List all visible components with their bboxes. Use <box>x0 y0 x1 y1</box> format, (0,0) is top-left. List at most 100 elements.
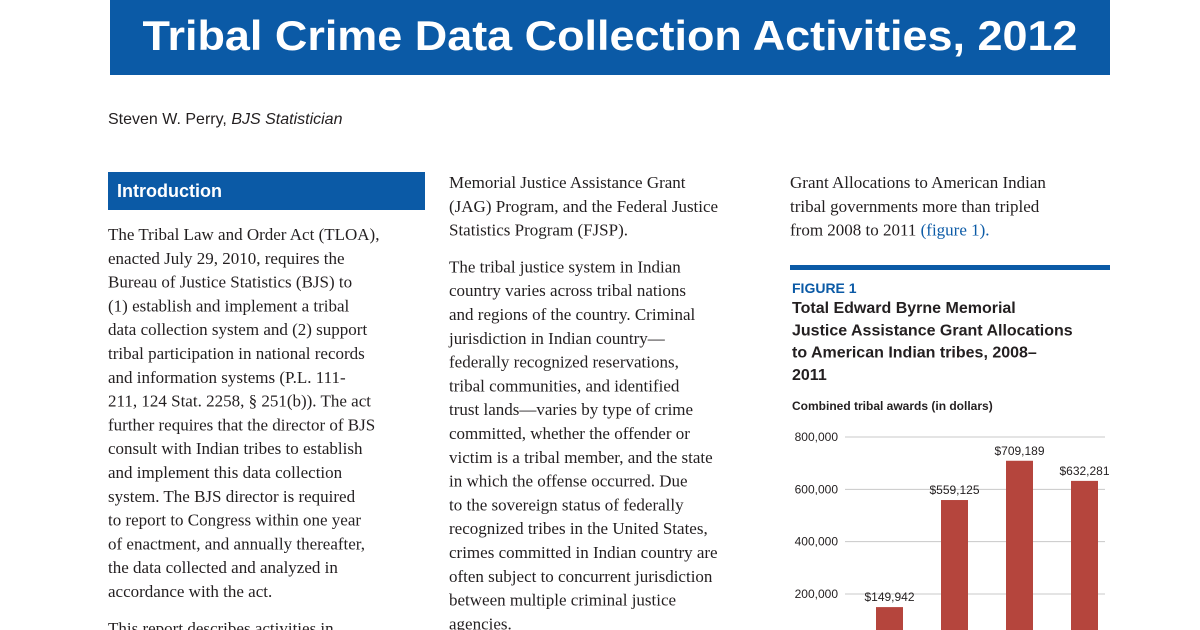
body-text: and implement this data collection <box>108 463 343 482</box>
body-text: from 2008 to 2011 <box>790 221 921 240</box>
y-tick-label: 600,000 <box>795 482 839 496</box>
body-text: Bureau of Justice Statistics (BJS) to <box>108 273 352 292</box>
bar <box>941 500 968 630</box>
body-text: federally recognized reservations, <box>449 353 679 372</box>
body-text: country varies across tribal nations <box>449 281 686 300</box>
body-text: The tribal justice system in Indian <box>449 257 681 276</box>
body-line: 211, 124 Stat. 2258, § 251(b)). The act <box>108 392 371 411</box>
body-line: The Tribal Law and Order Act (TLOA), <box>108 225 379 244</box>
body-line: system. The BJS director is required <box>108 487 356 506</box>
body-text: Memorial Justice Assistance Grant <box>449 173 686 192</box>
body-text: jurisdiction in Indian country— <box>448 329 666 348</box>
body-text: 211, 124 Stat. 2258, § 251(b)). The act <box>108 392 371 411</box>
value-label: $709,189 <box>994 444 1044 458</box>
body-text: (1) establish and implement a tribal <box>108 296 350 315</box>
body-line: Statistics Program (FJSP). <box>449 221 628 240</box>
body-text: This report describes activities in <box>108 619 334 630</box>
body-text: recognized tribes in the United States, <box>449 519 708 538</box>
body-line: Memorial Justice Assistance Grant <box>449 173 686 192</box>
body-line: (1) establish and implement a tribal <box>108 296 350 315</box>
body-text: of enactment, and annually thereafter, <box>108 534 365 553</box>
body-line: Grant Allocations to American Indian <box>790 173 1046 192</box>
page-title: Tribal Crime Data Collection Activities,… <box>143 12 1078 59</box>
section-heading: Introduction <box>117 181 222 201</box>
body-line: This report describes activities in <box>108 619 334 630</box>
value-label: $149,942 <box>864 590 914 604</box>
body-line: to the sovereign status of federally <box>449 495 684 514</box>
body-text: enacted July 29, 2010, requires the <box>108 249 345 268</box>
bar <box>1071 480 1098 630</box>
body-text: Statistics Program (FJSP). <box>449 221 628 240</box>
body-line: enacted July 29, 2010, requires the <box>108 249 345 268</box>
body-line: country varies across tribal nations <box>449 281 686 300</box>
body-text: Grant Allocations to American Indian <box>790 173 1046 192</box>
body-text: the data collected and analyzed in <box>108 558 338 577</box>
body-line: further requires that the director of BJ… <box>108 415 375 434</box>
author: Steven W. Perry, BJS Statistician <box>108 111 343 128</box>
body-text: data collection system and (2) support <box>108 320 367 339</box>
figure-title: Justice Assistance Grant Allocations <box>792 322 1073 339</box>
body-line: to report to Congress within one year <box>108 511 361 530</box>
body-line: jurisdiction in Indian country— <box>448 329 666 348</box>
value-label: $559,125 <box>929 483 979 497</box>
body-line: data collection system and (2) support <box>108 320 367 339</box>
body-text: agencies. <box>449 614 512 630</box>
value-label: $632,281 <box>1059 464 1109 478</box>
body-text: to report to Congress within one year <box>108 511 361 530</box>
body-text: tribal governments more than tripled <box>790 197 1040 216</box>
body-line: and implement this data collection <box>108 463 343 482</box>
body-line: accordance with the act. <box>108 582 272 601</box>
y-axis-label: Combined tribal awards (in dollars) <box>792 399 993 413</box>
body-text: in which the offense occurred. Due <box>449 472 688 491</box>
body-text: tribal communities, and identified <box>449 376 680 395</box>
body-line: federally recognized reservations, <box>449 353 679 372</box>
y-tick-label: 200,000 <box>795 587 839 601</box>
body-text: further requires that the director of BJ… <box>108 415 375 434</box>
body-text: (JAG) Program, and the Federal Justice <box>449 197 718 216</box>
figure-link: (figure 1). <box>921 221 990 240</box>
body-text: and information systems (P.L. 111- <box>108 368 346 387</box>
body-line: victim is a tribal member, and the state <box>449 448 713 467</box>
body-line: tribal communities, and identified <box>449 376 680 395</box>
body-text: accordance with the act. <box>108 582 272 601</box>
y-tick-label: 800,000 <box>795 430 839 444</box>
body-text: victim is a tribal member, and the state <box>449 448 713 467</box>
body-line: of enactment, and annually thereafter, <box>108 534 365 553</box>
body-text: between multiple criminal justice <box>449 591 676 610</box>
content: The Tribal Law and Order Act (TLOA), enac… <box>108 173 1110 630</box>
body-line: The tribal justice system in Indian <box>449 257 681 276</box>
body-line: trust lands—varies by type of crime <box>449 400 693 419</box>
body-text: committed, whether the offender or <box>449 424 690 443</box>
body-line: Bureau of Justice Statistics (BJS) to <box>108 273 352 292</box>
body-line: and regions of the country. Criminal <box>449 305 696 324</box>
body-text: trust lands—varies by type of crime <box>449 400 693 419</box>
body-line: from 2008 to 2011 (figure 1). <box>790 221 990 240</box>
body-line: consult with Indian tribes to establish <box>108 439 363 458</box>
author-role: BJS Statistician <box>231 111 342 128</box>
body-line: often subject to concurrent jurisdiction <box>449 567 713 586</box>
body-line: the data collected and analyzed in <box>108 558 338 577</box>
y-tick-label: 400,000 <box>795 535 839 549</box>
title-banner <box>110 0 1110 75</box>
section-header <box>108 172 425 210</box>
body-line: in which the offense occurred. Due <box>449 472 688 491</box>
body-text: often subject to concurrent jurisdiction <box>449 567 713 586</box>
figure-title: to American Indian tribes, 2008– <box>792 345 1037 362</box>
body-text: and regions of the country. Criminal <box>449 305 696 324</box>
body-text: tribal participation in national records <box>108 344 365 363</box>
figure-label: FIGURE 1 <box>792 280 857 296</box>
body-line: tribal participation in national records <box>108 344 365 363</box>
body-line: committed, whether the offender or <box>449 424 690 443</box>
author-name: Steven W. Perry, <box>108 111 227 128</box>
body-text: to the sovereign status of federally <box>449 495 684 514</box>
body-text: system. The BJS director is required <box>108 487 356 506</box>
body-text: The Tribal Law and Order Act (TLOA), <box>108 225 379 244</box>
figure-rule <box>790 265 1110 270</box>
figure-title: 2011 <box>792 367 827 384</box>
body-text: consult with Indian tribes to establish <box>108 439 363 458</box>
body-line: tribal governments more than tripled <box>790 197 1040 216</box>
body-line: and information systems (P.L. 111- <box>108 368 346 387</box>
body-line: agencies. <box>449 614 512 630</box>
